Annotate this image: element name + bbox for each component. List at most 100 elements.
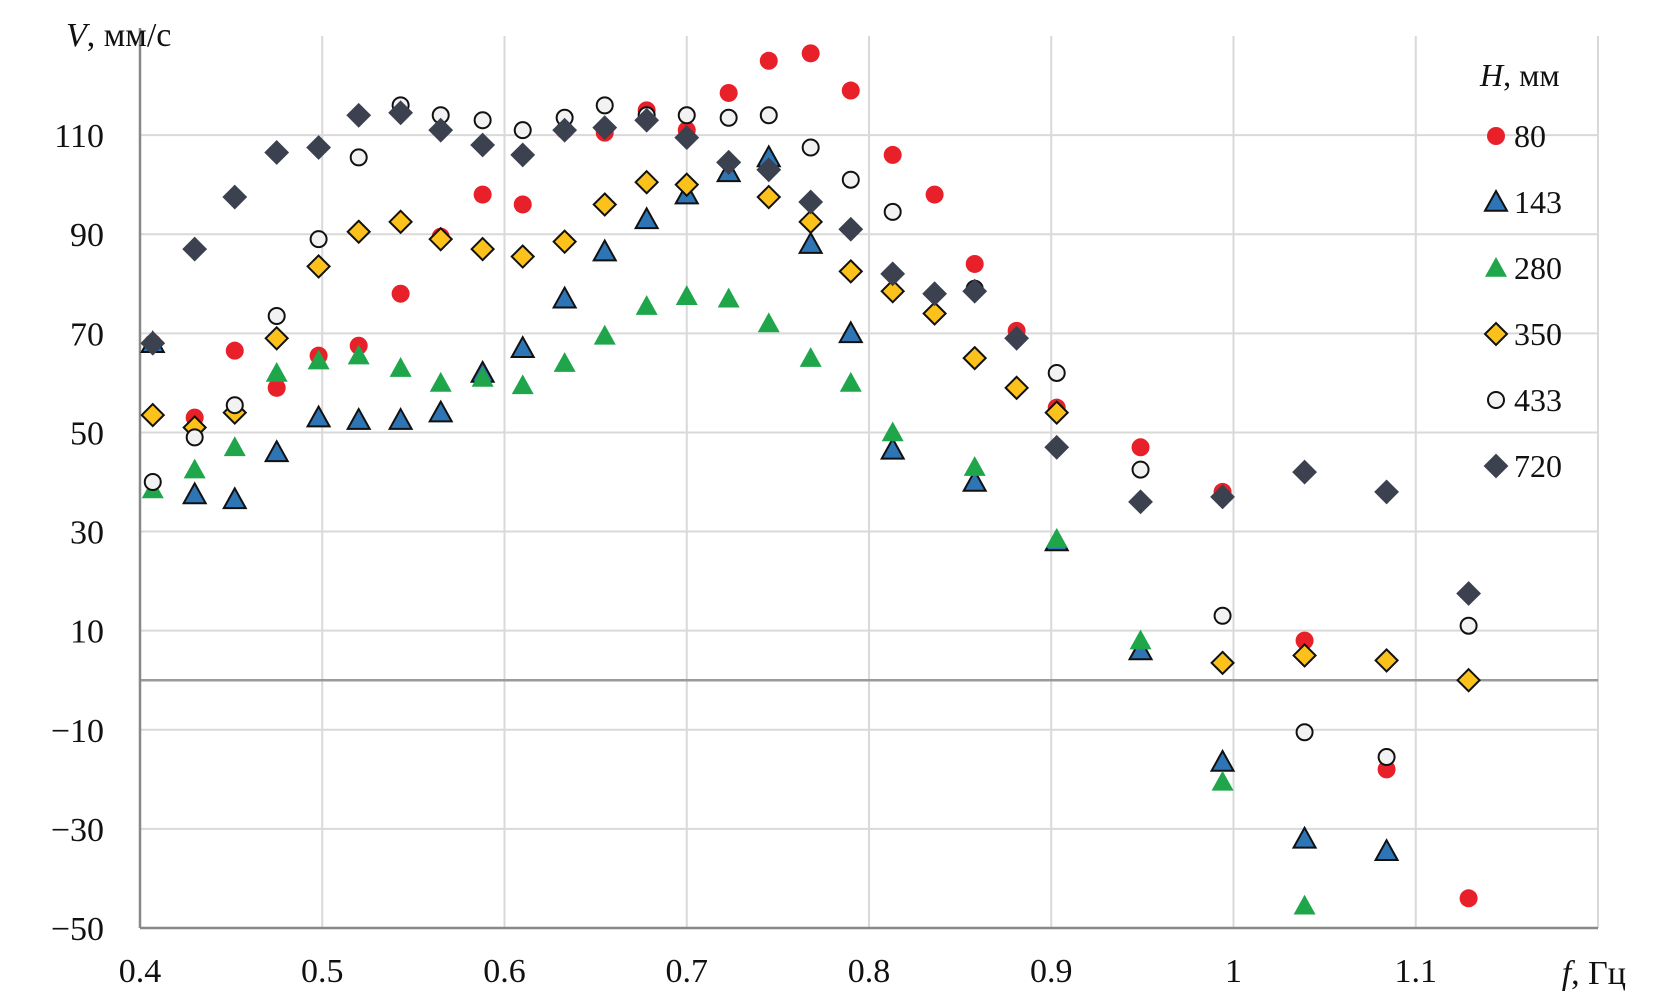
x-tick-label: 0.4 [119,953,162,990]
data-point-80 [1131,438,1150,457]
x-tick-label: 0.7 [666,953,709,990]
data-point-143 [633,206,660,230]
data-point-280 [593,324,616,345]
legend-label-80: 80 [1514,118,1546,154]
data-point-143 [346,406,372,430]
data-point-433 [1131,460,1150,479]
data-point-280 [223,436,246,457]
legend-label-433: 433 [1514,382,1562,418]
legend-marker-350 [1483,321,1509,347]
y-tick-label: −10 [51,713,104,750]
data-point-143 [551,285,578,309]
data-point-280 [675,285,698,305]
data-point-720 [1004,325,1030,351]
data-point-720 [510,142,536,168]
data-point-280 [183,458,206,479]
data-point-720 [470,132,496,158]
data-point-720 [1044,434,1070,460]
tick-labels: −50 −30 −10 10 30 50 70 90 110 0.4 0.5 0.6 0.7 0.8 0.9… [51,118,1437,990]
data-point-143 [428,399,454,423]
data-point-280 [429,371,452,392]
data-point-80 [1459,889,1478,908]
data-point-433 [1295,723,1314,742]
legend-marker-143 [1483,188,1509,212]
series-80 [143,44,1478,908]
data-point-80 [267,378,286,397]
legend-label-350: 350 [1514,316,1562,352]
data-point-720 [264,140,290,165]
data-point-80 [841,81,860,100]
data-point-80 [719,83,738,102]
data-point-80 [883,145,902,164]
data-point-143 [1291,825,1318,849]
data-point-350 [510,244,536,269]
data-point-720 [716,149,742,175]
series-720 [140,100,1482,606]
data-point-720 [346,102,372,128]
data-point-433 [595,96,614,115]
data-point-280 [1045,527,1068,548]
data-point-280 [1129,629,1152,650]
data-point-350 [922,301,948,326]
data-point-433 [677,106,696,125]
legend-title-variable: H [1479,57,1505,93]
data-point-280 [839,371,862,392]
data-point-280 [635,295,658,315]
data-point-720 [428,117,454,143]
data-point-433 [225,396,244,415]
data-point-143 [222,486,248,510]
data-point-720 [552,117,578,143]
data-point-433 [309,230,328,249]
data-point-350 [1292,643,1317,668]
data-point-280 [881,421,904,442]
x-tick-label: 1.1 [1395,953,1438,990]
data-point-143 [879,436,906,460]
data-point-433 [883,202,902,221]
data-point-80 [513,195,532,214]
legend-label-280: 280 [1514,250,1562,286]
data-point-143 [1373,838,1400,861]
data-point-280 [1293,894,1316,915]
data-point-280 [799,347,822,367]
x-tick-label: 0.8 [848,953,891,990]
data-point-143 [181,481,208,505]
data-point-350 [306,254,332,279]
data-point-720 [182,236,208,262]
data-point-720 [1456,581,1482,606]
x-tick-label: 1 [1225,953,1242,990]
data-point-350 [634,169,660,195]
data-point-143 [838,320,864,344]
data-point-280 [471,366,494,387]
legend-title: H, мм [1479,57,1560,93]
data-point-80 [1295,631,1314,650]
y-tick-label: 110 [54,118,104,155]
data-point-350 [264,325,290,351]
data-point-280 [265,361,288,382]
y-tick-label: 50 [70,415,104,452]
x-tick-label: 0.5 [301,953,344,990]
data-point-720 [1374,479,1400,505]
data-point-350 [1456,667,1482,693]
data-point-280 [389,357,412,377]
x-tick-label: 0.6 [483,953,526,990]
series-143 [140,144,1400,861]
legend: H, мм 80 143 280 350 433 720 [1479,57,1562,484]
data-point-720 [592,115,618,141]
data-point-350 [140,402,166,428]
y-axis-unit: , мм/с [87,17,172,54]
data-point-143 [387,406,414,430]
axes [138,28,1598,930]
data-point-143 [962,468,988,492]
data-point-280 [717,287,740,308]
data-point-433 [349,148,368,167]
data-point-143 [1209,748,1236,772]
data-point-80 [965,254,984,273]
data-point-720 [838,216,864,242]
y-tick-label: 10 [70,614,104,651]
x-tick-label: 0.9 [1030,953,1073,990]
data-point-350 [346,219,372,245]
data-point-720 [388,100,414,126]
data-point-80 [759,51,778,70]
y-tick-label: 90 [70,217,104,254]
data-point-720 [756,157,782,183]
